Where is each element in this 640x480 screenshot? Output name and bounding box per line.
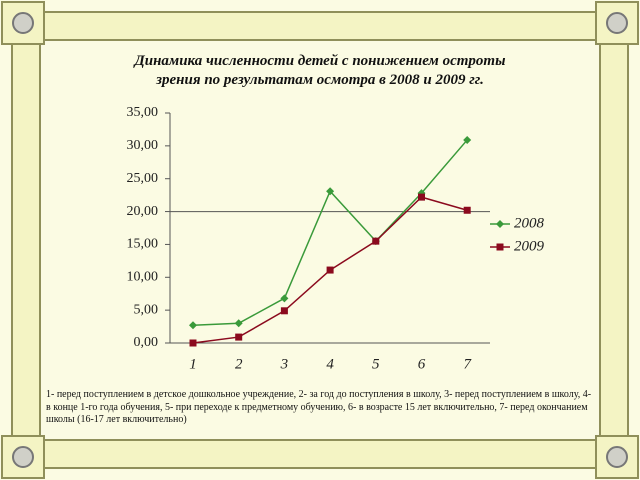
x-tick-label: 5 — [372, 356, 380, 372]
y-tick-label: 10,00 — [127, 270, 159, 285]
frame-bar — [43, 11, 597, 41]
x-tick-label: 7 — [463, 356, 472, 372]
footnote: 1- перед поступлением в детское дошкольн… — [46, 389, 592, 425]
marker — [496, 243, 504, 251]
marker — [234, 319, 243, 328]
x-tick-label: 6 — [418, 356, 426, 372]
y-tick-label: 20,00 — [127, 204, 159, 219]
marker — [235, 333, 243, 341]
marker — [463, 206, 471, 214]
x-tick-label: 3 — [280, 356, 289, 372]
marker — [326, 266, 334, 274]
frame-bar — [599, 43, 629, 437]
marker — [463, 135, 472, 144]
frame-knob — [12, 12, 34, 34]
marker — [496, 220, 504, 228]
x-tick-label: 1 — [189, 356, 197, 372]
y-tick-label: 35,00 — [127, 105, 159, 120]
frame-bar — [11, 43, 41, 437]
x-tick-label: 2 — [235, 356, 243, 372]
marker — [189, 321, 197, 330]
marker — [418, 193, 425, 201]
frame-bar — [43, 439, 597, 469]
y-tick-label: 30,00 — [127, 138, 159, 153]
marker — [280, 294, 289, 303]
marker — [189, 339, 197, 347]
y-tick-label: 5,00 — [134, 302, 159, 317]
frame-knob — [606, 446, 628, 468]
y-tick-label: 25,00 — [127, 171, 159, 186]
frame-corner — [595, 435, 639, 479]
legend-label: 2009 — [514, 238, 545, 254]
legend-label: 2008 — [514, 215, 545, 231]
marker — [372, 237, 380, 245]
marker — [326, 187, 335, 196]
series-line — [192, 139, 468, 327]
chart-title: Динамика численности детей с понижением … — [134, 53, 506, 88]
y-tick-label: 0,00 — [134, 335, 159, 350]
frame-knob — [12, 446, 34, 468]
y-tick-label: 15,00 — [127, 237, 159, 252]
x-tick-label: 4 — [326, 356, 334, 372]
frame-knob — [606, 12, 628, 34]
marker — [280, 307, 288, 315]
